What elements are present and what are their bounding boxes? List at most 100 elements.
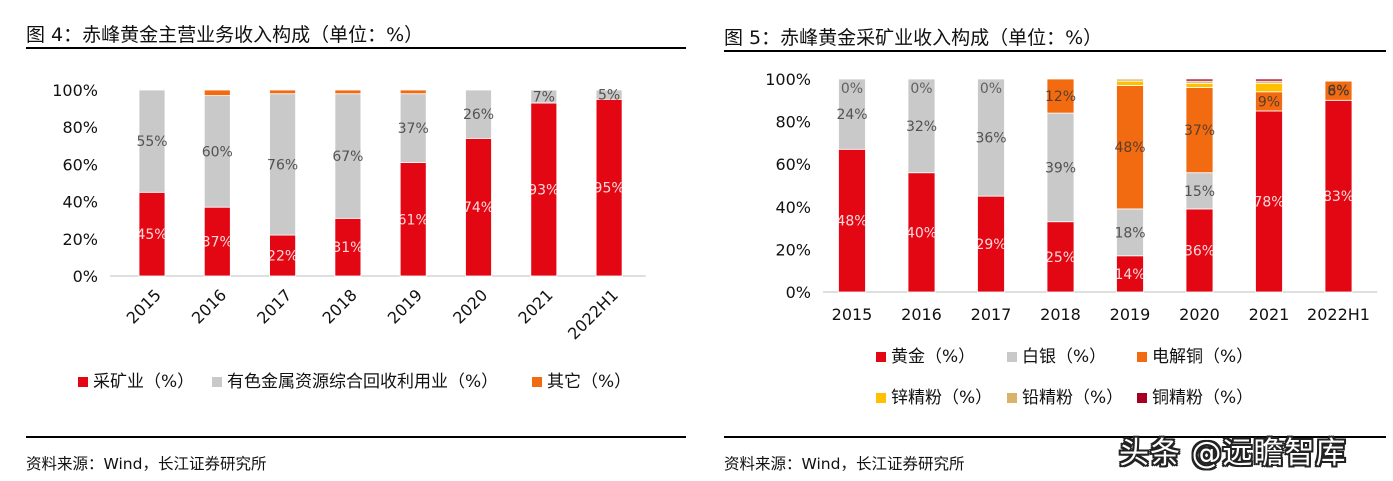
data-label: 18% — [1114, 225, 1145, 241]
legend-swatch — [1137, 352, 1147, 362]
bar-segment-2018 — [1046, 221, 1075, 293]
bottom-rule — [724, 436, 1386, 438]
source-note: 资料来源：Wind，长江证券研究所 — [724, 455, 965, 473]
x-tick-label: 2022H1 — [564, 285, 622, 343]
x-tick-label: 2017 — [971, 305, 1012, 324]
bar-segment-2017 — [977, 78, 1005, 197]
data-label: 24% — [836, 107, 867, 123]
legend-label: 铅精粉（%） — [1022, 388, 1123, 408]
legend-label: 有色金属资源综合回收利用业（%） — [227, 372, 498, 392]
legend-label: 其它（%） — [547, 372, 631, 392]
data-label: 67% — [332, 149, 363, 165]
bar-segment-2018 — [334, 93, 362, 219]
bar-segment-2021 — [530, 89, 558, 104]
bar-segment-2019 — [399, 93, 427, 163]
data-label: 78% — [1253, 194, 1284, 210]
figure-4-panel: 图 4：赤峰黄金主营业务收入构成（单位：%） 0% 20% 40% 60% 80% 100… — [0, 0, 690, 481]
data-label: 93% — [528, 183, 559, 199]
bar-segment-2017 — [269, 93, 297, 236]
x-tick-label: 2016 — [901, 305, 942, 324]
bar-segment-2020 — [1185, 172, 1214, 210]
x-tick-label: 2015 — [123, 285, 165, 327]
bar-segment-2021 — [1255, 78, 1283, 82]
data-label: 55% — [136, 134, 167, 150]
bar-segment-2019 — [1116, 80, 1144, 86]
data-label: 0% — [841, 81, 863, 97]
bar-segment-2019 — [1116, 255, 1144, 293]
figure-title: 图 5：赤峰黄金采矿业收入构成（单位：%） — [724, 27, 1103, 49]
bar-segment-2018 — [1046, 112, 1075, 223]
bar-segment-2015 — [838, 148, 866, 293]
y-tick-label: 80% — [62, 118, 98, 137]
legend-label: 白银（%） — [1022, 347, 1106, 367]
x-tick-label: 2019 — [384, 285, 426, 327]
data-label: 32% — [906, 119, 937, 135]
x-tick-label: 2016 — [188, 285, 230, 327]
data-label: 36% — [975, 131, 1006, 147]
bar-segment-2020 — [465, 89, 492, 139]
data-label: 12% — [1045, 89, 1076, 105]
legend-swatch — [876, 393, 886, 403]
x-tick-label: 2020 — [1179, 305, 1220, 324]
bar-segment-2019 — [1116, 208, 1144, 257]
y-tick-label: 40% — [62, 193, 98, 212]
data-label: 39% — [1045, 160, 1076, 176]
data-label: 60% — [202, 144, 233, 160]
title-rule — [26, 47, 686, 49]
bar-segment-2022H1 — [1324, 80, 1353, 101]
bar-segment-2015 — [138, 89, 166, 193]
bar-segment-2019 — [1116, 78, 1144, 82]
y-tick-label: 60% — [62, 155, 98, 174]
legend-swatch — [532, 377, 542, 387]
source-note: 资料来源：Wind，长江证券研究所 — [26, 455, 267, 473]
x-tick-label: 2015 — [832, 305, 873, 324]
bar-segment-2016 — [203, 89, 231, 96]
data-label: 76% — [267, 157, 298, 173]
bottom-rule — [26, 436, 686, 438]
bar-segment-2021 — [1255, 110, 1283, 293]
bar-segment-2020 — [465, 137, 492, 277]
legend-swatch — [78, 377, 88, 387]
bar-segment-2019 — [399, 89, 427, 95]
data-label: 0% — [910, 81, 932, 97]
bar-segment-2020 — [1185, 87, 1214, 174]
data-label: 45% — [136, 227, 167, 243]
bar-segment-2022H1 — [595, 89, 623, 100]
bar-segment-2020 — [1185, 78, 1214, 82]
data-label: 9% — [1258, 94, 1280, 110]
bar-segment-2016 — [907, 78, 936, 174]
bar-segment-2016 — [907, 172, 936, 293]
data-label: 95% — [594, 181, 625, 197]
data-label: 40% — [906, 225, 937, 241]
bar-segment-2021 — [1255, 82, 1283, 93]
bar-segment-2020 — [1185, 82, 1214, 88]
x-tick-label: 2019 — [1110, 305, 1151, 324]
bar-segment-2017 — [269, 234, 297, 277]
data-label: 48% — [836, 214, 867, 230]
data-label: 15% — [1184, 184, 1215, 200]
x-tick-label: 2022H1 — [1307, 305, 1370, 324]
legend-label: 铜精粉（%） — [1152, 388, 1253, 408]
y-tick-label: 40% — [775, 198, 811, 217]
x-tick-label: 2018 — [1040, 305, 1081, 324]
data-label: 61% — [398, 212, 429, 228]
x-tick-label: 2021 — [514, 285, 556, 327]
data-label: 29% — [975, 237, 1006, 253]
y-tick-label: 60% — [775, 155, 811, 174]
legend-swatch — [1137, 393, 1147, 403]
x-tick-label: 2021 — [1249, 305, 1290, 324]
x-tick-label: 2017 — [253, 285, 295, 327]
data-label: 7% — [533, 90, 555, 106]
data-label: 37% — [1184, 123, 1215, 139]
x-tick-label: 2020 — [449, 285, 491, 327]
y-tick-label: 0% — [786, 283, 811, 302]
legend-swatch — [1007, 352, 1017, 362]
bar-segment-2016 — [203, 95, 231, 208]
legend-label: 锌精粉（%） — [891, 388, 992, 408]
data-label: 5% — [598, 88, 620, 104]
bar-segment-2017 — [269, 89, 297, 95]
y-tick-label: 0% — [73, 267, 98, 286]
bar-segment-2018 — [334, 217, 362, 277]
data-label: 22% — [267, 249, 298, 265]
bar-segment-2015 — [838, 78, 866, 150]
